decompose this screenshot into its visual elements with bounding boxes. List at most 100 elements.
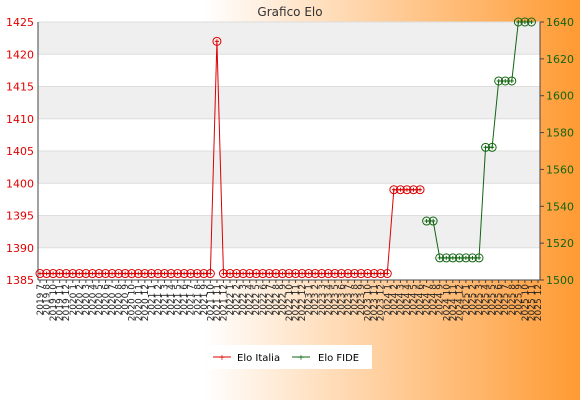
x-tick-label: 2022 5	[252, 284, 262, 316]
data-point-fide	[441, 253, 451, 263]
x-tick-label: 2019 8	[43, 284, 53, 316]
x-tick-label: 2024 3	[396, 284, 406, 316]
x-tick-label: 2020 5	[95, 284, 105, 316]
plot-band	[38, 215, 540, 248]
x-tick-label: 2025 1	[462, 284, 472, 316]
x-tick-label: 2023 7	[344, 284, 354, 316]
data-point-fide	[474, 253, 484, 263]
y-right-tick-label: 1520	[546, 237, 574, 250]
x-tick-label: 2019 10	[49, 284, 59, 321]
x-tick-label: 2025 9	[514, 284, 524, 316]
data-point-italia	[225, 269, 235, 279]
data-point-fide	[520, 17, 530, 27]
data-point-italia	[120, 269, 130, 279]
data-point-fide	[467, 253, 477, 263]
x-tick-label: 2023 3	[318, 284, 328, 316]
x-tick-label: 2022 2	[233, 284, 243, 316]
data-point-italia	[376, 269, 386, 279]
x-tick-label: 2022 10	[285, 284, 295, 321]
data-point-italia	[166, 269, 176, 279]
x-tick-label: 2020 2	[75, 284, 85, 316]
data-point-italia	[61, 269, 71, 279]
data-point-fide	[500, 76, 510, 86]
data-point-italia	[55, 269, 65, 279]
x-tick-label: 2023 1	[305, 284, 315, 316]
data-point-italia	[192, 269, 202, 279]
x-tick-label: 2025 2	[468, 284, 478, 316]
data-point-italia	[238, 269, 248, 279]
data-point-italia	[297, 269, 307, 279]
x-tick-label: 2023 10	[364, 284, 374, 321]
x-tick-label: 2024 1	[383, 284, 393, 316]
data-point-italia	[107, 269, 117, 279]
x-tick-label: 2023 11	[370, 284, 380, 321]
data-point-italia	[173, 269, 183, 279]
data-point-italia	[251, 269, 261, 279]
data-point-fide	[454, 253, 464, 263]
x-tick-label: 2023 6	[337, 284, 347, 316]
data-point-italia	[35, 269, 45, 279]
x-tick-label: 2023 8	[351, 284, 361, 316]
data-point-italia	[94, 269, 104, 279]
data-point-fide	[526, 17, 536, 27]
x-tick-label: 2020 7	[108, 284, 118, 316]
legend: + Elo Italia + Elo FIDE	[208, 345, 372, 369]
data-point-italia	[212, 36, 222, 46]
data-point-italia	[68, 269, 78, 279]
data-point-italia	[140, 269, 150, 279]
data-point-italia	[409, 185, 418, 195]
x-tick-label: 2025 11	[527, 284, 537, 321]
y-right-tick-label: 1600	[546, 90, 574, 103]
y-left-tick-label: 1425	[6, 16, 34, 29]
data-point-italia	[146, 269, 156, 279]
x-tick-label: 2021 5	[174, 284, 184, 316]
x-tick-label: 2024 10	[442, 284, 452, 321]
x-tick-label: 2024 5	[410, 284, 420, 316]
data-point-italia	[336, 269, 346, 279]
x-tick-label: 2020 11	[134, 284, 144, 321]
x-tick-label: 2019 7	[36, 284, 46, 316]
x-tick-label: 2020 3	[82, 284, 92, 316]
x-tick-label: 2021 11	[213, 284, 223, 321]
data-point-italia	[87, 269, 97, 279]
y-left-tick-label: 1410	[6, 113, 34, 126]
x-tick-label: 2022 4	[246, 284, 256, 316]
x-tick-label: 2022 9	[278, 284, 288, 316]
data-point-fide	[481, 142, 491, 152]
data-point-italia	[356, 269, 366, 279]
data-point-italia	[74, 269, 84, 279]
x-tick-label: 2024 6	[416, 284, 426, 316]
x-tick-label: 2022 12	[298, 284, 308, 321]
legend-marker-italia: +	[219, 353, 226, 362]
data-point-italia	[153, 269, 163, 279]
x-tick-label: 2021 6	[180, 284, 190, 316]
x-tick-label: 2022 1	[226, 284, 236, 316]
series-layer	[35, 17, 536, 279]
x-tick-label: 2021 7	[187, 284, 197, 316]
data-point-italia	[42, 269, 52, 279]
x-tick-label: 2025 8	[508, 284, 518, 316]
x-tick-label: 2020 1	[69, 284, 79, 316]
x-tick-label: 2024 4	[403, 284, 413, 316]
x-tick-label: 2022 11	[292, 284, 302, 321]
data-point-fide	[487, 142, 497, 152]
chart-title: Grafico Elo	[257, 5, 322, 19]
x-tick-label: 2021 3	[161, 284, 171, 316]
data-point-italia	[264, 269, 274, 279]
data-point-italia	[350, 269, 360, 279]
y-right-tick-label: 1640	[546, 16, 574, 29]
y-right-tick-label: 1560	[546, 163, 574, 176]
x-tick-label: 2023 2	[311, 284, 321, 316]
x-tick-label: 2020 4	[88, 284, 98, 316]
data-point-italia	[415, 185, 425, 195]
y-left-tick-label: 1385	[6, 274, 34, 287]
data-point-italia	[271, 269, 281, 279]
data-point-fide	[448, 253, 458, 263]
x-tick-label: 2021 10	[206, 284, 216, 321]
x-tick-label: 2021 1	[147, 284, 157, 316]
legend-marker-fide: +	[298, 353, 305, 362]
data-point-italia	[284, 269, 294, 279]
y-right-tick-label: 1500	[546, 274, 574, 287]
legend-item-fide: + Elo FIDE	[292, 353, 359, 364]
